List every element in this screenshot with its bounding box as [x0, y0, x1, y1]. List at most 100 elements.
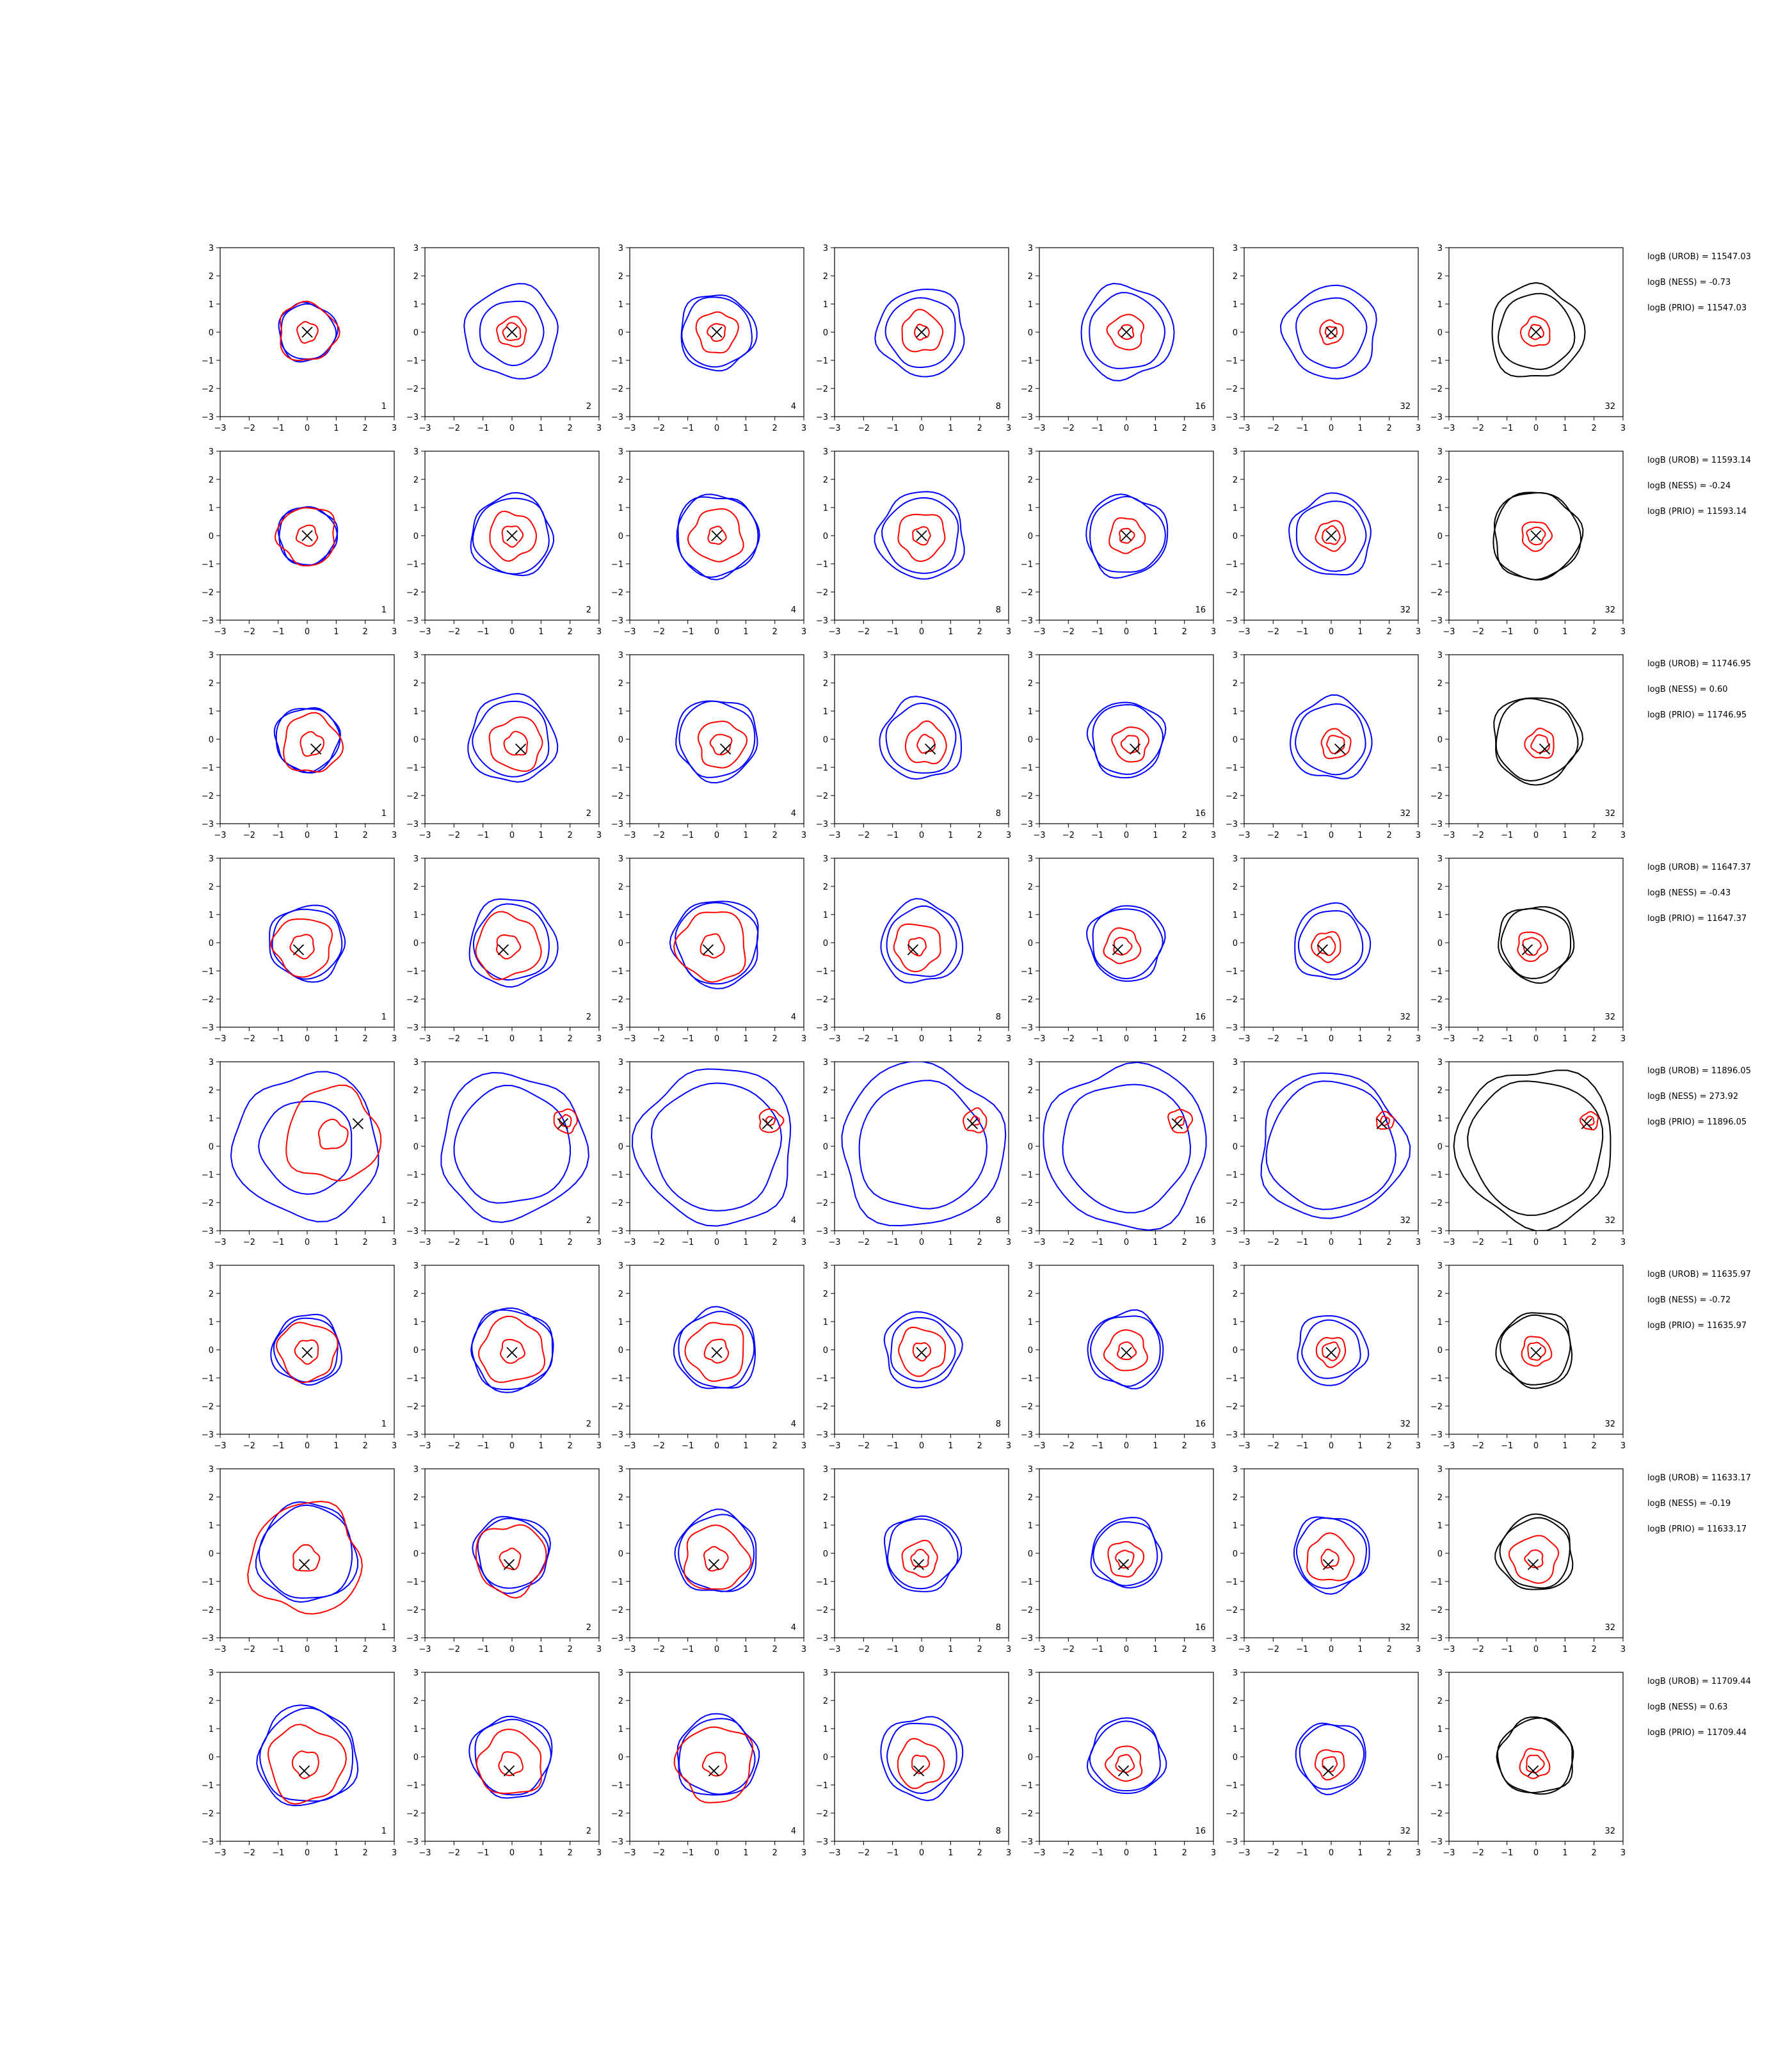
y-tick-label: 3 [823, 1465, 828, 1475]
x-tick-label: 2 [1387, 1238, 1392, 1247]
inner-contour [1092, 908, 1164, 980]
x-tick-label: 3 [1416, 1645, 1421, 1654]
x-tick-label: 2 [568, 627, 573, 637]
plot-area [270, 1313, 342, 1386]
inner-contour [1495, 698, 1579, 782]
y-tick-label: −2 [1430, 385, 1443, 394]
row-stat-label: logB (UROB) = 11896.05 [1647, 1066, 1751, 1076]
x-tick-label: −3 [828, 424, 840, 433]
row-stat-label: logB (PRIO) = 11635.97 [1647, 1321, 1747, 1331]
x-tick-label: −2 [653, 1034, 665, 1044]
subplot-r5-c7: −3−3 −2 −2 −1 −1 0 0 1 1 2 2 3 3 32 [1430, 1058, 1626, 1247]
proposal-contour [684, 1322, 744, 1382]
x-tick-label: 0 [1124, 831, 1129, 840]
x-tick-label: −1 [477, 424, 489, 433]
outer-contour [883, 1311, 963, 1389]
panel-count-label: 16 [1195, 1216, 1206, 1226]
inner-contour [477, 1517, 550, 1589]
y-tick-label: 1 [618, 504, 623, 513]
x-tick-label: −3 [1238, 831, 1250, 840]
y-tick-label: 2 [413, 1086, 419, 1096]
x-tick-label: −2 [858, 1441, 870, 1451]
panel-count-label: 2 [586, 1216, 591, 1226]
y-tick-label: −1 [1430, 1578, 1443, 1587]
inner-contour [678, 700, 756, 778]
y-tick-label: −2 [406, 995, 419, 1005]
x-tick-label: 0 [1533, 831, 1539, 840]
subplot-r5-c2: −3−3 −2 −2 −1 −1 0 0 1 1 2 2 3 3 2 [406, 1058, 602, 1247]
x-tick-label: 0 [1124, 1645, 1129, 1654]
proposal-contour [1530, 734, 1550, 754]
y-tick-label: 3 [618, 1668, 623, 1678]
y-tick-label: −1 [611, 1578, 623, 1587]
y-tick-label: 1 [1028, 911, 1033, 920]
y-tick-label: 3 [1028, 1465, 1033, 1475]
y-tick-label: 0 [1437, 939, 1443, 948]
y-tick-label: 0 [209, 1549, 214, 1559]
plot-area [1260, 1072, 1411, 1219]
cross-marker [301, 1347, 313, 1359]
x-tick-label: 3 [392, 1645, 397, 1654]
y-tick-label: 1 [1028, 504, 1033, 513]
outer-contour [1086, 701, 1167, 779]
subplot-r4-c6: −3−3 −2 −2 −1 −1 0 0 1 1 2 2 3 3 32 [1226, 854, 1421, 1044]
cross-marker [1325, 530, 1337, 541]
inner-contour [858, 1080, 988, 1210]
cross-marker [1117, 1765, 1130, 1777]
y-tick-label: 2 [1233, 1086, 1238, 1096]
x-tick-label: 0 [1329, 1645, 1334, 1654]
proposal-contour [501, 525, 524, 548]
x-tick-label: −3 [623, 1441, 636, 1451]
cross-marker [719, 743, 732, 755]
y-tick-label: 1 [1437, 1318, 1443, 1327]
cross-marker [301, 326, 313, 338]
axes-frame [1039, 858, 1214, 1028]
y-tick-label: 3 [209, 244, 214, 253]
row-stat-label: logB (PRIO) = 11633.17 [1647, 1524, 1747, 1534]
x-tick-label: −2 [858, 1238, 870, 1247]
row-stat-label: logB (NESS) = -0.73 [1647, 278, 1731, 287]
plot-area [274, 506, 339, 567]
plot-area [1294, 902, 1372, 980]
proposal-contour [496, 316, 527, 348]
proposal-contour [267, 1724, 347, 1805]
y-tick-label: 0 [1233, 1549, 1238, 1559]
panel-count-label: 2 [586, 809, 591, 819]
proposal-contour [1103, 1329, 1148, 1372]
x-tick-label: 1 [538, 831, 543, 840]
axes-frame [220, 1265, 395, 1435]
inner-contour [1089, 1315, 1161, 1388]
y-tick-label: −1 [202, 1171, 214, 1180]
outer-contour [273, 707, 341, 774]
outer-contour [269, 904, 346, 983]
subplot-r3-c5: −3−3 −2 −2 −1 −1 0 0 1 1 2 2 3 3 16 [1021, 651, 1216, 840]
y-tick-label: −3 [202, 1227, 214, 1236]
x-tick-label: 3 [1211, 1441, 1216, 1451]
y-tick-label: −2 [1430, 792, 1443, 801]
x-tick-label: 2 [1387, 1441, 1392, 1451]
x-tick-label: 2 [1182, 1441, 1187, 1451]
axes-frame [1039, 1672, 1214, 1842]
axes-frame [424, 1061, 600, 1231]
x-tick-label: 1 [743, 1034, 748, 1044]
plot-area [880, 898, 964, 984]
y-tick-label: 1 [1233, 707, 1238, 717]
subplot-r7-c1: −3−3 −2 −2 −1 −1 0 0 1 1 2 2 3 3 1 [202, 1465, 397, 1654]
inner-contour [1500, 908, 1572, 979]
x-tick-label: −3 [1443, 1238, 1455, 1247]
y-tick-label: 3 [618, 1058, 623, 1068]
x-tick-label: 3 [1211, 1645, 1216, 1654]
y-tick-label: 3 [413, 1058, 419, 1068]
proposal-contour [1117, 1341, 1137, 1361]
inner-contour [273, 1317, 339, 1383]
y-tick-label: 0 [413, 532, 419, 541]
x-tick-label: −3 [1238, 1034, 1250, 1044]
y-tick-label: 1 [413, 1114, 419, 1124]
plot-area [675, 700, 758, 784]
x-tick-label: 3 [801, 1848, 806, 1858]
x-tick-label: −2 [448, 1645, 460, 1654]
inner-contour [1295, 297, 1368, 369]
x-tick-label: −1 [1091, 627, 1103, 637]
x-tick-label: −3 [419, 627, 431, 637]
cross-marker [916, 326, 927, 338]
